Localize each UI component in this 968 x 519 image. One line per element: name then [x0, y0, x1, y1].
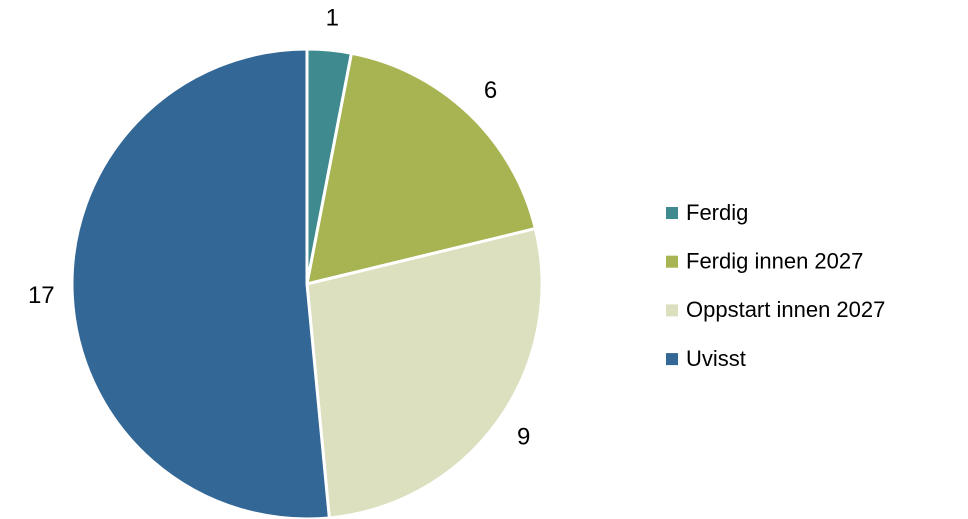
legend-label: Oppstart innen 2027	[686, 297, 885, 322]
data-label: 9	[517, 424, 530, 451]
legend-label: Ferdig	[686, 200, 748, 225]
legend-label: Ferdig innen 2027	[686, 249, 863, 274]
legend-swatch	[666, 353, 678, 366]
legend-label: Uvisst	[686, 346, 746, 371]
data-label: 6	[484, 77, 497, 104]
legend-swatch	[666, 207, 678, 219]
data-label: 1	[326, 5, 339, 32]
pie-slice	[70, 47, 331, 519]
legend-swatch	[666, 255, 678, 268]
pie-slice	[305, 226, 544, 519]
legend-swatch	[666, 304, 678, 317]
pie-slice	[305, 51, 538, 287]
data-label: 17	[28, 282, 55, 309]
